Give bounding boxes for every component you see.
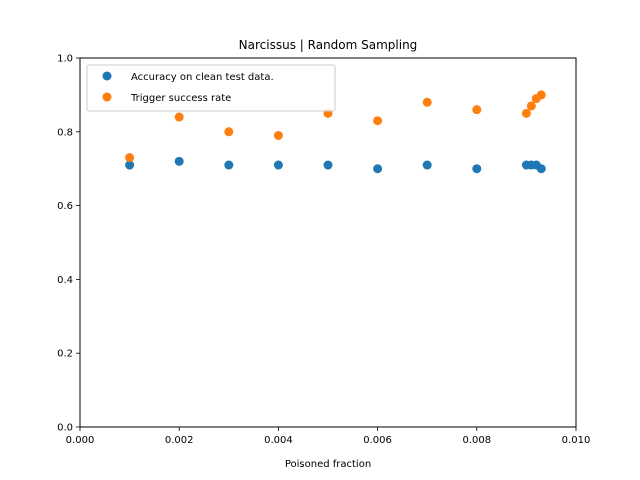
y-axis-ticks: 0.0 0.2 0.4 0.6 0.8 1.0 — [57, 54, 80, 434]
y-tick-label: 0.0 — [57, 423, 73, 434]
legend: Accuracy on clean test data. Trigger suc… — [86, 64, 336, 112]
data-point-accuracy — [273, 160, 283, 170]
data-point-accuracy — [422, 160, 432, 170]
x-tick-label: 0.004 — [264, 435, 293, 446]
data-point-accuracy — [174, 156, 184, 166]
data-point-accuracy — [323, 160, 333, 170]
y-tick-label: 0.8 — [57, 127, 73, 138]
x-axis-title: Poisoned fraction — [285, 459, 371, 470]
data-point-trigger — [273, 130, 283, 140]
data-point-trigger — [472, 105, 482, 115]
x-tick-label: 0.008 — [462, 435, 491, 446]
data-point-accuracy — [224, 160, 234, 170]
data-points — [125, 90, 546, 174]
data-point-trigger — [125, 153, 135, 163]
legend-label-accuracy: Accuracy on clean test data. — [131, 72, 274, 83]
data-point-trigger — [373, 116, 383, 126]
y-tick-label: 0.4 — [57, 275, 73, 286]
data-point-trigger — [422, 97, 432, 107]
legend-marker-trigger — [102, 92, 112, 102]
data-point-trigger — [224, 127, 234, 137]
data-point-accuracy — [125, 160, 135, 170]
data-point-trigger — [536, 90, 546, 100]
y-tick-label: 1.0 — [57, 54, 73, 65]
x-axis-ticks: 0.000 0.002 0.004 0.006 0.008 0.010 — [66, 427, 591, 446]
legend-label-trigger: Trigger success rate — [130, 93, 231, 104]
data-point-trigger — [526, 101, 536, 111]
data-point-trigger — [174, 112, 184, 122]
data-point-trigger — [521, 108, 531, 118]
chart-title: Narcissus | Random Sampling — [239, 38, 418, 52]
x-tick-label: 0.002 — [165, 435, 194, 446]
data-point-accuracy — [373, 164, 383, 174]
plot-area-frame — [79, 57, 577, 428]
legend-marker-accuracy — [102, 71, 112, 81]
y-tick-label: 0.6 — [57, 201, 73, 212]
legend-frame — [86, 64, 336, 112]
data-point-accuracy — [472, 164, 482, 174]
x-tick-label: 0.010 — [562, 435, 591, 446]
x-tick-label: 0.006 — [363, 435, 392, 446]
data-point-accuracy — [536, 164, 546, 174]
x-tick-label: 0.000 — [66, 435, 95, 446]
y-tick-label: 0.2 — [57, 349, 73, 360]
